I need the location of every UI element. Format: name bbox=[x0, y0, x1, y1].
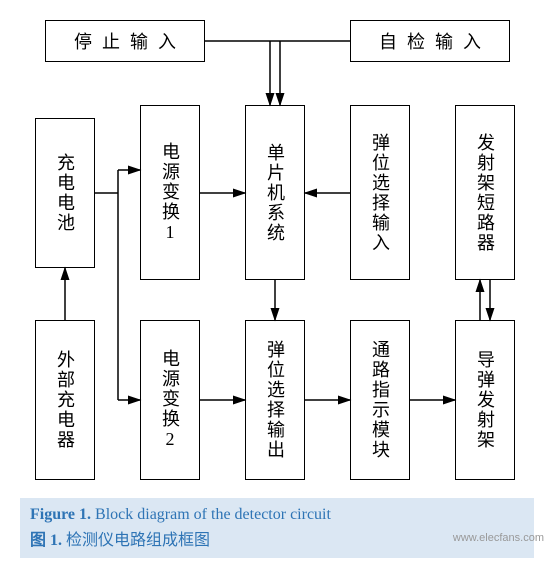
node-battery: 充电电池 bbox=[35, 118, 95, 268]
node-label: 电源变换1 bbox=[157, 142, 183, 244]
node-label: 弹位选择输入 bbox=[367, 133, 393, 253]
diagram-canvas: 停止输入 自检输入 充电电池 电源变换1 单片机系统 弹位选择输入 发射架短路器… bbox=[0, 0, 554, 574]
node-label: 通路指示模块 bbox=[367, 340, 393, 460]
node-selftest-input: 自检输入 bbox=[350, 20, 510, 62]
node-pos-sel-out: 弹位选择输出 bbox=[245, 320, 305, 480]
arrow-layer bbox=[0, 0, 554, 574]
node-label: 充电电池 bbox=[52, 153, 78, 233]
figure-caption: Figure 1. Block diagram of the detector … bbox=[20, 498, 534, 558]
node-pos-sel-in: 弹位选择输入 bbox=[350, 105, 410, 280]
watermark-label: www.elecfans.com bbox=[453, 532, 544, 544]
node-charger: 外部充电器 bbox=[35, 320, 95, 480]
node-stop-input: 停止输入 bbox=[45, 20, 205, 62]
node-label: 自检输入 bbox=[379, 28, 491, 54]
caption-en-text: Block diagram of the detector circuit bbox=[91, 506, 331, 523]
caption-zh-prefix: 图 1. bbox=[30, 532, 62, 549]
watermark-text: www.elecfans.com bbox=[453, 532, 544, 544]
node-label: 弹位选择输出 bbox=[262, 340, 288, 460]
caption-zh-text: 检测仪电路组成框图 bbox=[62, 532, 210, 549]
node-path-indicator: 通路指示模块 bbox=[350, 320, 410, 480]
node-label: 电源变换2 bbox=[157, 349, 183, 451]
node-mcu: 单片机系统 bbox=[245, 105, 305, 280]
node-psu1: 电源变换1 bbox=[140, 105, 200, 280]
caption-en: Figure 1. Block diagram of the detector … bbox=[30, 506, 524, 524]
node-psu2: 电源变换2 bbox=[140, 320, 200, 480]
node-missile-rack: 导弹发射架 bbox=[455, 320, 515, 480]
node-rack-short: 发射架短路器 bbox=[455, 105, 515, 280]
node-label: 单片机系统 bbox=[262, 143, 288, 243]
caption-zh: 图 1. 检测仪电路组成框图 bbox=[30, 526, 524, 550]
caption-en-prefix: Figure 1. bbox=[30, 506, 91, 523]
node-label: 外部充电器 bbox=[52, 350, 78, 450]
node-label: 停止输入 bbox=[74, 28, 186, 54]
node-label: 发射架短路器 bbox=[472, 133, 498, 253]
node-label: 导弹发射架 bbox=[472, 350, 498, 450]
